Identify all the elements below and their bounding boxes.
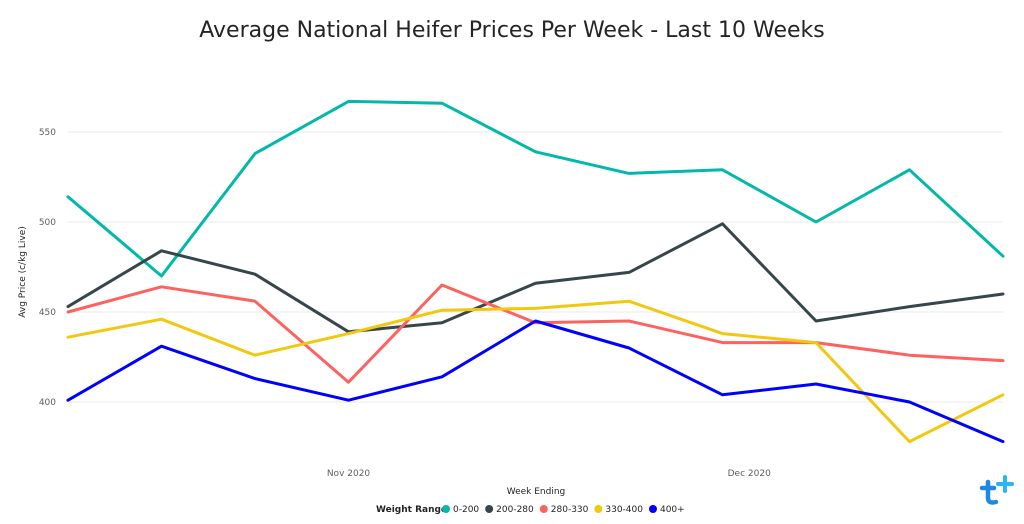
x-tick-label: Nov 2020 (327, 469, 371, 479)
brand-logo-icon (979, 475, 1014, 505)
y-tick-label: 450 (39, 308, 56, 318)
legend-marker (485, 505, 494, 513)
y-axis: 400 450 500 550 (39, 128, 56, 408)
chart-title: Average National Heifer Prices Per Week … (199, 18, 825, 43)
x-axis-label: Week Ending (507, 487, 566, 497)
y-axis-label: Avg Price (c/kg Live) (18, 226, 28, 318)
legend-marker (539, 505, 548, 513)
x-tick-label: Dec 2020 (728, 469, 771, 479)
legend-item-400+[interactable]: 400+ (660, 505, 685, 515)
gridlines (68, 131, 1003, 403)
series-lines (66, 99, 1005, 444)
legend-item-200-280[interactable]: 200-280 (496, 505, 534, 515)
legend-marker (442, 505, 450, 513)
legend-marker (648, 505, 657, 513)
legend-marker (594, 505, 603, 513)
series-line-280-330 (66, 283, 1005, 384)
series-line-200-280 (66, 222, 1005, 334)
series-line-400+ (66, 319, 1005, 444)
legend-item-280-330[interactable]: 280-330 (551, 505, 589, 515)
legend-item-0-200[interactable]: 0-200 (453, 505, 479, 515)
y-tick-label: 550 (39, 128, 56, 138)
series-line-330-400 (66, 299, 1005, 444)
series-line-0-200 (66, 99, 1005, 278)
legend[interactable]: Weight Range 0-200 200-280 280-330 330-400 4… (376, 505, 685, 515)
legend-title: Weight Range (376, 505, 447, 515)
x-axis: Nov 2020 Dec 2020 (327, 469, 771, 479)
y-tick-label: 500 (39, 218, 56, 228)
legend-item-330-400[interactable]: 330-400 (605, 505, 643, 515)
y-tick-label: 400 (39, 398, 56, 408)
